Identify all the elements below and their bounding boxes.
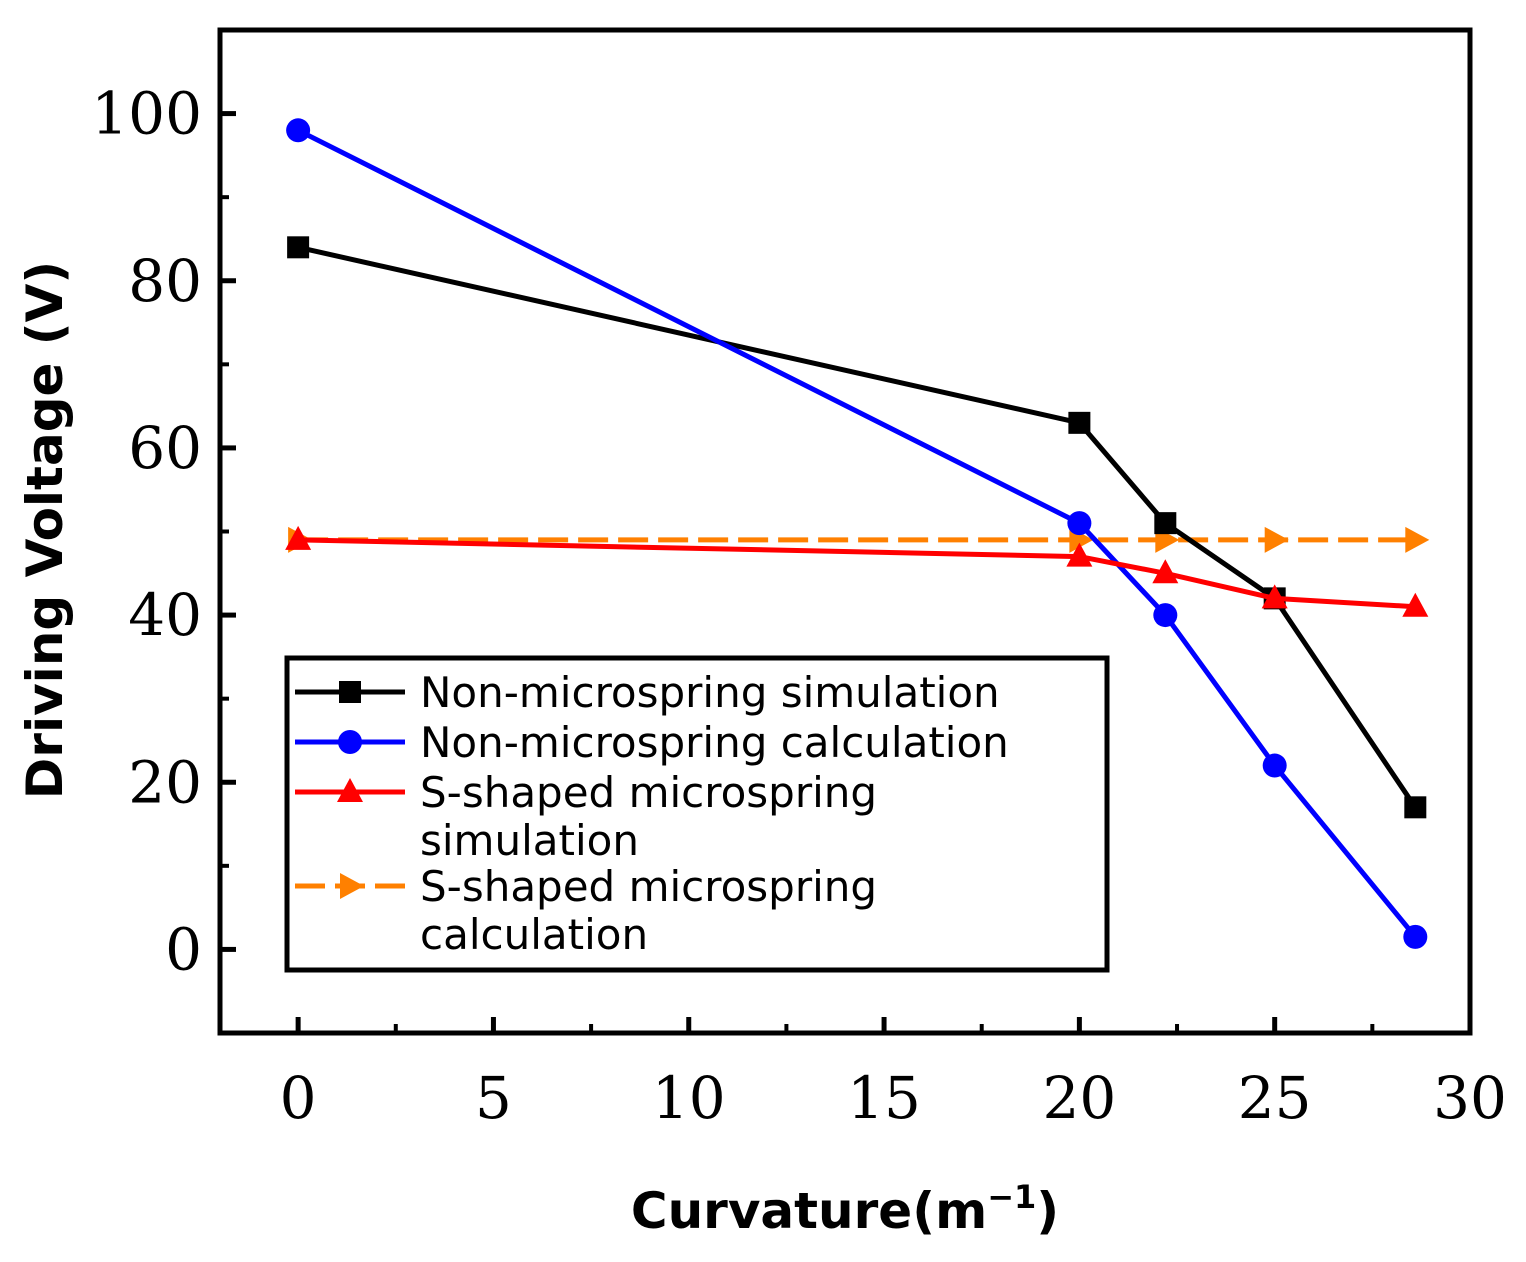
data-point xyxy=(1154,512,1177,535)
series-4 xyxy=(288,526,1430,553)
legend-entry-3: S-shaped microspring simulation xyxy=(295,768,877,865)
legend-label-line: calculation xyxy=(420,910,648,959)
legend-entry-4: S-shaped microspring calculation xyxy=(295,862,877,959)
data-point xyxy=(286,118,311,143)
data-point xyxy=(1153,603,1178,628)
legend-label-line: simulation xyxy=(420,816,639,865)
legend-swatch-marker xyxy=(338,730,362,754)
y-tick-label: 60 xyxy=(128,414,202,482)
x-tick-label: 25 xyxy=(1238,1064,1312,1132)
legend: Non-microspring simulationNon-microsprin… xyxy=(284,655,1110,973)
x-tick-label: 15 xyxy=(847,1064,921,1132)
data-point xyxy=(1403,924,1428,949)
axes: 0 5 10 15 20 25 30 0 20 40 60 80 100 xyxy=(91,27,1507,1132)
y-tick-label: 0 xyxy=(165,915,202,983)
legend-label-line: Non-microspring calculation xyxy=(420,718,1009,767)
x-axis-title-superscript: −1 xyxy=(987,1178,1036,1216)
data-point xyxy=(1261,584,1288,609)
data-point xyxy=(1264,526,1289,553)
legend-entry-1: Non-microspring simulation xyxy=(295,668,1000,717)
legend-swatch-marker xyxy=(339,681,361,703)
legend-entry-2: Non-microspring calculation xyxy=(295,718,1009,767)
legend-label: Non-microspring calculation xyxy=(420,718,1009,767)
x-axis-title: Curvature(m−1) xyxy=(631,1178,1059,1240)
x-tick-label: 20 xyxy=(1042,1064,1116,1132)
x-axis-title-main: Curvature(m xyxy=(631,1182,987,1240)
data-point xyxy=(1066,542,1093,567)
series-layer xyxy=(285,118,1430,949)
legend-label: S-shaped microspring calculation xyxy=(420,862,877,959)
data-point xyxy=(1402,592,1429,617)
y-tick-label: 20 xyxy=(128,748,202,816)
legend-label-line: S-shaped microspring xyxy=(420,768,877,817)
series-3 xyxy=(285,525,1429,617)
series-line xyxy=(298,537,1416,610)
legend-label: S-shaped microspring simulation xyxy=(420,768,877,865)
y-tick-label: 80 xyxy=(128,247,202,315)
data-point xyxy=(1067,511,1092,536)
x-tick-label: 10 xyxy=(652,1064,726,1132)
legend-swatch-marker xyxy=(340,873,364,899)
data-point xyxy=(1404,796,1427,819)
x-tick-label: 30 xyxy=(1433,1064,1507,1132)
x-tick-label: 5 xyxy=(475,1064,512,1132)
y-tick-label: 100 xyxy=(91,80,202,148)
legend-label-line: S-shaped microspring xyxy=(420,862,877,911)
data-point xyxy=(1262,753,1287,778)
legend-box xyxy=(284,655,1110,973)
y-axis-title: Driving Voltage (V) xyxy=(16,261,74,799)
legend-label: Non-microspring simulation xyxy=(420,668,1000,717)
data-point xyxy=(1405,526,1430,553)
data-point xyxy=(285,525,312,550)
data-point xyxy=(1152,559,1179,584)
legend-label-line: Non-microspring simulation xyxy=(420,668,1000,717)
y-tick-label: 40 xyxy=(128,581,202,649)
x-tick-label: 0 xyxy=(280,1064,317,1132)
data-point xyxy=(287,236,310,259)
series-2 xyxy=(286,118,1428,949)
x-axis-title-close: ) xyxy=(1036,1182,1059,1240)
legend-swatch-marker xyxy=(337,778,363,802)
data-point xyxy=(1068,411,1091,434)
